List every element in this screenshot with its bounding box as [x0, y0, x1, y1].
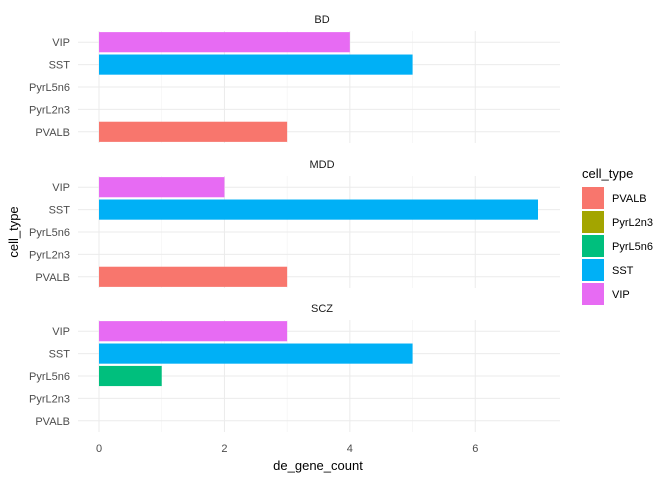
bar-mdd-vip: [99, 177, 225, 198]
y-tick-label: PVALB: [35, 127, 70, 139]
y-tick-label: PVALB: [35, 272, 70, 284]
legend-key-swatch: [582, 283, 604, 305]
x-tick-label: 0: [96, 443, 102, 455]
y-tick-label: SST: [49, 205, 71, 217]
x-tick-label: 6: [472, 443, 478, 455]
y-tick-label: PyrL2n3: [29, 393, 70, 405]
legend-key-swatch: [582, 211, 604, 233]
y-tick-label: PyrL5n6: [29, 371, 70, 383]
legend-key-swatch: [582, 259, 604, 281]
legend-item-label: PyrL5n6: [612, 241, 653, 253]
y-tick-label: PyrL5n6: [29, 227, 70, 239]
bar-mdd-sst: [99, 199, 538, 220]
y-tick-label: VIP: [52, 37, 70, 49]
bar-scz-pyrl5n6: [99, 365, 162, 387]
bar-bd-vip: [99, 32, 350, 53]
bar-scz-sst: [99, 343, 413, 364]
y-tick-label: PyrL2n3: [29, 104, 70, 116]
facet-strip-label: SCZ: [311, 303, 333, 315]
bar-mdd-pvalb: [99, 266, 288, 287]
y-axis-title: cell_type: [6, 206, 21, 257]
facet-strip-label: MDD: [309, 159, 334, 171]
facet-strip-label: BD: [314, 14, 329, 26]
y-tick-label: PyrL2n3: [29, 249, 70, 261]
x-tick-label: 4: [347, 443, 353, 455]
legend-key-swatch: [582, 187, 604, 209]
y-tick-label: PVALB: [35, 416, 70, 428]
y-tick-label: SST: [49, 349, 71, 361]
y-tick-label: SST: [49, 60, 71, 72]
bar-scz-vip: [99, 321, 288, 342]
legend-item-label: SST: [612, 265, 634, 277]
y-tick-label: PyrL5n6: [29, 82, 70, 94]
x-axis-title: de_gene_count: [273, 458, 363, 473]
x-tick-label: 2: [221, 443, 227, 455]
legend-item-label: VIP: [612, 289, 630, 301]
legend-item-label: PVALB: [612, 193, 647, 205]
bar-bd-sst: [99, 54, 413, 75]
legend-item-label: PyrL2n3: [612, 217, 653, 229]
y-tick-label: VIP: [52, 326, 70, 338]
legend-title: cell_type: [582, 166, 633, 181]
bar-bd-pvalb: [99, 121, 288, 142]
y-tick-label: VIP: [52, 182, 70, 194]
legend-key-swatch: [582, 235, 604, 257]
